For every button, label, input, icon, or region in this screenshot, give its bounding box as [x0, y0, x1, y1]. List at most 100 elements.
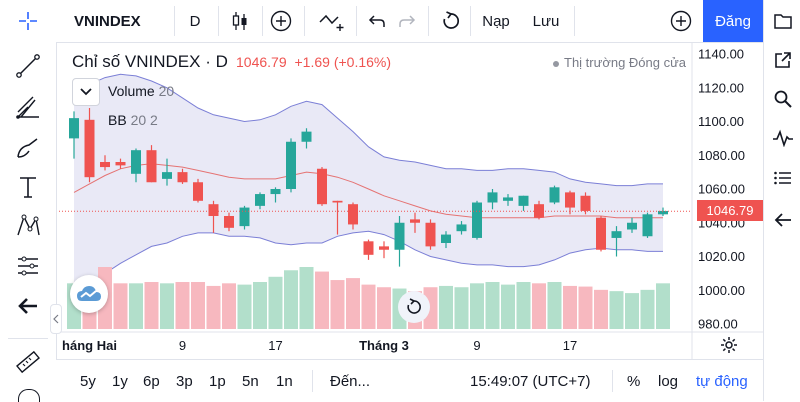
- collapse-panel-button[interactable]: [764, 202, 800, 238]
- goto-date-button[interactable]: Đến...: [330, 372, 371, 390]
- object-tree-button[interactable]: [764, 160, 800, 196]
- time-tick-label: 17: [563, 338, 577, 353]
- range-5y-button[interactable]: 5y: [80, 372, 96, 390]
- ruler-tool[interactable]: [8, 344, 48, 380]
- price-chart[interactable]: 1140.001120.001100.001080.001060.001040.…: [56, 42, 763, 359]
- add-chart-button[interactable]: [664, 0, 698, 42]
- watchlist-button[interactable]: [764, 3, 800, 39]
- candle-body: [224, 216, 234, 228]
- range-3m-button[interactable]: 3p: [176, 372, 193, 390]
- gear-icon: [721, 337, 737, 353]
- bb-fill: [74, 74, 663, 284]
- price-tick-label: 1080.00: [698, 148, 745, 163]
- data-window-button[interactable]: [764, 120, 800, 156]
- candle-body: [596, 217, 606, 250]
- redo-icon: [399, 15, 416, 27]
- candle-body: [658, 210, 668, 215]
- save-layout-button[interactable]: Lưu: [532, 12, 560, 30]
- timezone-button[interactable]: 15:49:07 (UTC+7): [470, 372, 591, 390]
- volume-bar: [284, 270, 298, 329]
- range-1d-button[interactable]: 1n: [276, 372, 293, 390]
- compare-button[interactable]: [312, 0, 352, 42]
- candle: [611, 226, 622, 257]
- symbol-search-button[interactable]: VNINDEX: [74, 12, 141, 30]
- range-1m-button[interactable]: 1p: [209, 372, 226, 390]
- candles: [69, 108, 668, 267]
- redo-button[interactable]: [392, 0, 422, 42]
- interval-button[interactable]: D: [189, 12, 201, 30]
- candle: [456, 221, 467, 235]
- time-tick-label: Tháng 3: [359, 338, 409, 353]
- load-layout-button[interactable]: Nạp: [482, 12, 510, 30]
- price-tick-label: 1060.00: [698, 182, 745, 197]
- candle-body: [642, 214, 653, 237]
- volume-bar: [237, 284, 252, 329]
- bb-upper-line: [73, 73, 663, 187]
- candle: [146, 145, 157, 183]
- candle-body: [177, 172, 188, 183]
- candle: [565, 190, 575, 215]
- candle: [580, 192, 591, 215]
- measure-tool[interactable]: [8, 248, 48, 284]
- candle: [348, 202, 358, 230]
- indicator-volume[interactable]: Volume 20: [108, 83, 175, 99]
- volume-bar: [516, 282, 531, 329]
- trend-line-tool[interactable]: [8, 48, 48, 84]
- scroll-indicator[interactable]: [18, 389, 40, 402]
- login-button[interactable]: Đăng: [703, 0, 763, 42]
- hide-toolbar-button[interactable]: [8, 288, 48, 324]
- range-6m-button[interactable]: 6p: [143, 372, 160, 390]
- undo-button[interactable]: [362, 0, 392, 42]
- cloud-logo-icon: [77, 286, 101, 301]
- volume-bar: [206, 285, 221, 329]
- auto-scale-toggle[interactable]: tự động: [696, 372, 748, 390]
- percent-scale-toggle[interactable]: %: [627, 372, 641, 390]
- pattern-tool[interactable]: [8, 208, 48, 244]
- price-tick-label: 1140.00: [698, 47, 744, 62]
- brush-tool[interactable]: [8, 130, 48, 166]
- volume-bar: [470, 283, 484, 329]
- reload-icon: [443, 11, 460, 29]
- candle-body: [627, 222, 637, 230]
- range-1y-button[interactable]: 1y: [112, 372, 128, 390]
- range-5d-button[interactable]: 5n: [242, 372, 259, 390]
- candle: [100, 155, 110, 171]
- price-axis[interactable]: 1140.001120.001100.001080.001060.001040.…: [698, 47, 745, 332]
- candle-body: [503, 197, 513, 201]
- bottom-toolbar: 5y 1y 6p 3p 1p 5n 1n Đến... 15:49:07 (UT…: [56, 359, 763, 402]
- candle: [394, 216, 405, 267]
- add-indicator-button[interactable]: [264, 0, 298, 42]
- candle: [224, 212, 234, 232]
- bb-basis-line: [73, 163, 663, 219]
- reset-chart-button[interactable]: [398, 291, 430, 323]
- volume-bar: [191, 282, 205, 329]
- undo-icon: [368, 15, 385, 27]
- time-tick-label: 9: [473, 338, 480, 353]
- tradingview-logo[interactable]: [70, 275, 108, 313]
- candle: [627, 217, 637, 233]
- chart-type-button[interactable]: [222, 0, 258, 42]
- price-tick-label: 980.00: [698, 317, 738, 332]
- candle: [596, 216, 606, 252]
- indicators-collapse-button[interactable]: [72, 78, 100, 106]
- candle-body: [580, 195, 591, 211]
- collapse-handle[interactable]: [50, 304, 62, 334]
- fib-tool[interactable]: [8, 89, 48, 125]
- reload-button[interactable]: [434, 0, 468, 42]
- legend-values: 1046.79 +1.69 (+0.16%): [236, 54, 391, 70]
- candle-body: [317, 168, 327, 205]
- legend-close: 1046.79: [236, 54, 287, 70]
- crosshair-tool-button[interactable]: [0, 0, 56, 42]
- candle: [69, 111, 79, 159]
- chart-settings-button[interactable]: [713, 333, 745, 357]
- indicator-bb[interactable]: BB 20 2: [108, 112, 158, 128]
- candle-body: [115, 162, 126, 166]
- time-tick-label: 9: [179, 338, 186, 353]
- time-axis[interactable]: háng Hai 9 17 Tháng 3 9 17: [62, 338, 577, 353]
- log-scale-toggle[interactable]: log: [658, 372, 679, 390]
- open-new-window-button[interactable]: [764, 42, 800, 78]
- search-button[interactable]: [764, 81, 800, 117]
- time-tick-label: háng Hai: [62, 338, 117, 353]
- text-tool[interactable]: [8, 169, 48, 205]
- candle-body: [394, 222, 405, 250]
